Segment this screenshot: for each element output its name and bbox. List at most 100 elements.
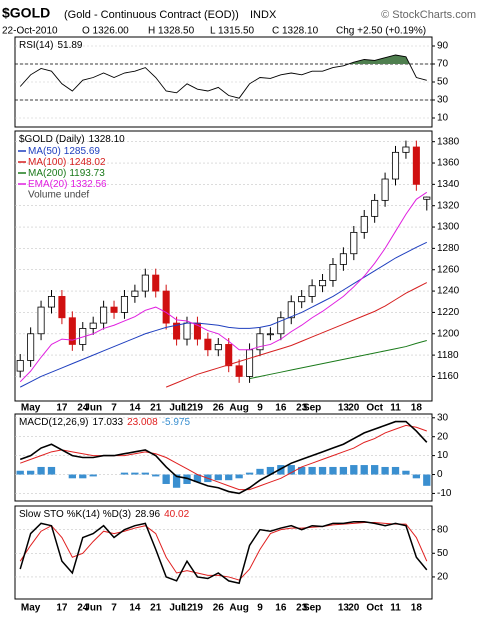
x-tick-label: 13 <box>338 403 350 414</box>
legend-entry: MA(100) 1248.02 <box>28 157 106 168</box>
legend-entry: MA(200) 1193.73 <box>28 168 105 179</box>
title: RSI(14) <box>19 40 53 51</box>
x-tick-label: 13 <box>338 603 350 614</box>
y-tick-label: -10 <box>437 488 452 499</box>
histogram-bar <box>245 472 254 475</box>
y-tick-label: 10 <box>437 450 449 461</box>
x-tick-label: 7 <box>111 603 117 614</box>
candle-body <box>58 296 66 319</box>
histogram-bar <box>360 465 368 475</box>
histogram-bar <box>131 472 139 475</box>
line <box>20 424 427 491</box>
legend-value: 1332.56 <box>70 179 107 190</box>
legend-value: 1248.02 <box>69 157 106 168</box>
candle-body <box>350 231 358 255</box>
legend-note: Volume undef <box>28 190 89 201</box>
legend-name: MA(100) <box>28 157 66 168</box>
x-tick-label: Aug <box>229 603 248 614</box>
open-price: O 1326.00 <box>82 26 129 37</box>
line <box>19 241 428 388</box>
candle-body <box>110 306 118 313</box>
x-tick-label: 12 <box>181 603 193 614</box>
candle-body <box>266 333 274 336</box>
close-price: C 1328.10 <box>272 26 319 37</box>
candle-body <box>120 296 128 313</box>
histogram-bar <box>183 474 191 484</box>
change: Chg +2.50 (+0.19%) <box>336 26 426 37</box>
line <box>19 54 427 99</box>
candle-body <box>89 322 97 329</box>
date: 22-Oct-2010 <box>2 26 58 37</box>
y-tick-label: 20 <box>437 572 449 583</box>
histogram-bar <box>47 466 56 475</box>
candle-body <box>287 301 295 319</box>
y-tick-label: 1260 <box>437 264 460 275</box>
histogram-bar <box>37 466 45 475</box>
histogram-bar <box>256 468 264 475</box>
x-tick-label: 23 <box>296 403 308 414</box>
x-tick-label: 20 <box>348 603 360 614</box>
candle-body <box>183 322 191 340</box>
histogram-bar <box>172 474 181 488</box>
y-tick-label: 1300 <box>437 222 460 233</box>
legend-name: MA(50) <box>28 146 61 157</box>
line <box>19 522 428 581</box>
legend-entry: EMA(20) 1332.56 <box>28 179 107 190</box>
x-tick-label: 21 <box>150 403 162 414</box>
candle-body <box>235 365 243 377</box>
histogram-bar <box>381 466 389 475</box>
line <box>19 521 428 585</box>
line <box>249 339 427 380</box>
exchange: INDX <box>250 9 277 21</box>
x-tick-label: May <box>21 603 41 614</box>
histogram-bar <box>235 474 243 479</box>
candle-body <box>256 333 264 351</box>
candle-body <box>68 317 76 345</box>
candle-body <box>360 215 368 233</box>
histogram-bar <box>16 470 24 475</box>
x-tick-label: Jun <box>84 403 102 414</box>
histogram-bar <box>89 474 97 477</box>
x-tick-label: Sep <box>303 603 321 614</box>
panel-frame <box>14 130 433 402</box>
x-tick-label: 21 <box>150 603 162 614</box>
y-tick-label: 10 <box>437 113 449 124</box>
x-tick-label: 11 <box>390 603 401 614</box>
histogram-bar <box>329 466 337 475</box>
x-tick-label: 17 <box>56 603 68 614</box>
candle-body <box>141 274 149 292</box>
histogram-bar <box>423 474 431 486</box>
x-tick-label: 24 <box>77 403 89 414</box>
candle-body <box>204 338 212 351</box>
x-tick-label: 7 <box>111 403 117 414</box>
candle-body <box>371 199 379 217</box>
y-tick-label: 20 <box>437 431 449 442</box>
y-tick-label: 1340 <box>437 179 460 190</box>
histogram-bar <box>68 474 76 479</box>
y-tick-label: 1360 <box>437 158 460 169</box>
candle-body <box>162 290 170 324</box>
x-tick-label: 20 <box>348 403 360 414</box>
candle-body <box>173 322 181 340</box>
x-tick-label: May <box>21 403 41 414</box>
histogram-bar <box>298 466 306 475</box>
y-tick-label: 1280 <box>437 243 460 254</box>
y-tick-label: 50 <box>437 548 449 559</box>
histogram-bar <box>193 474 202 483</box>
x-tick-label: 19 <box>192 603 204 614</box>
histogram-bar <box>391 466 400 475</box>
x-tick-label: Aug <box>229 403 248 414</box>
y-tick-label: 0 <box>437 469 443 480</box>
x-tick-label: 18 <box>411 403 423 414</box>
panel-title: $GOLD (Daily) 1328.10 <box>19 134 125 145</box>
panel-title: Slow STO %K(14) %D(3) 28.96 40.02 <box>19 509 190 520</box>
y-tick-label: 1200 <box>437 328 460 339</box>
x-tick-label: 18 <box>411 603 423 614</box>
y-tick-label: 1160 <box>437 371 459 382</box>
y-tick-label: 1320 <box>437 200 460 211</box>
x-tick-label: 9 <box>257 403 263 414</box>
x-tick-label: 12 <box>181 403 193 414</box>
candle-body <box>100 306 108 324</box>
title: MACD(12,26,9) <box>19 417 88 428</box>
